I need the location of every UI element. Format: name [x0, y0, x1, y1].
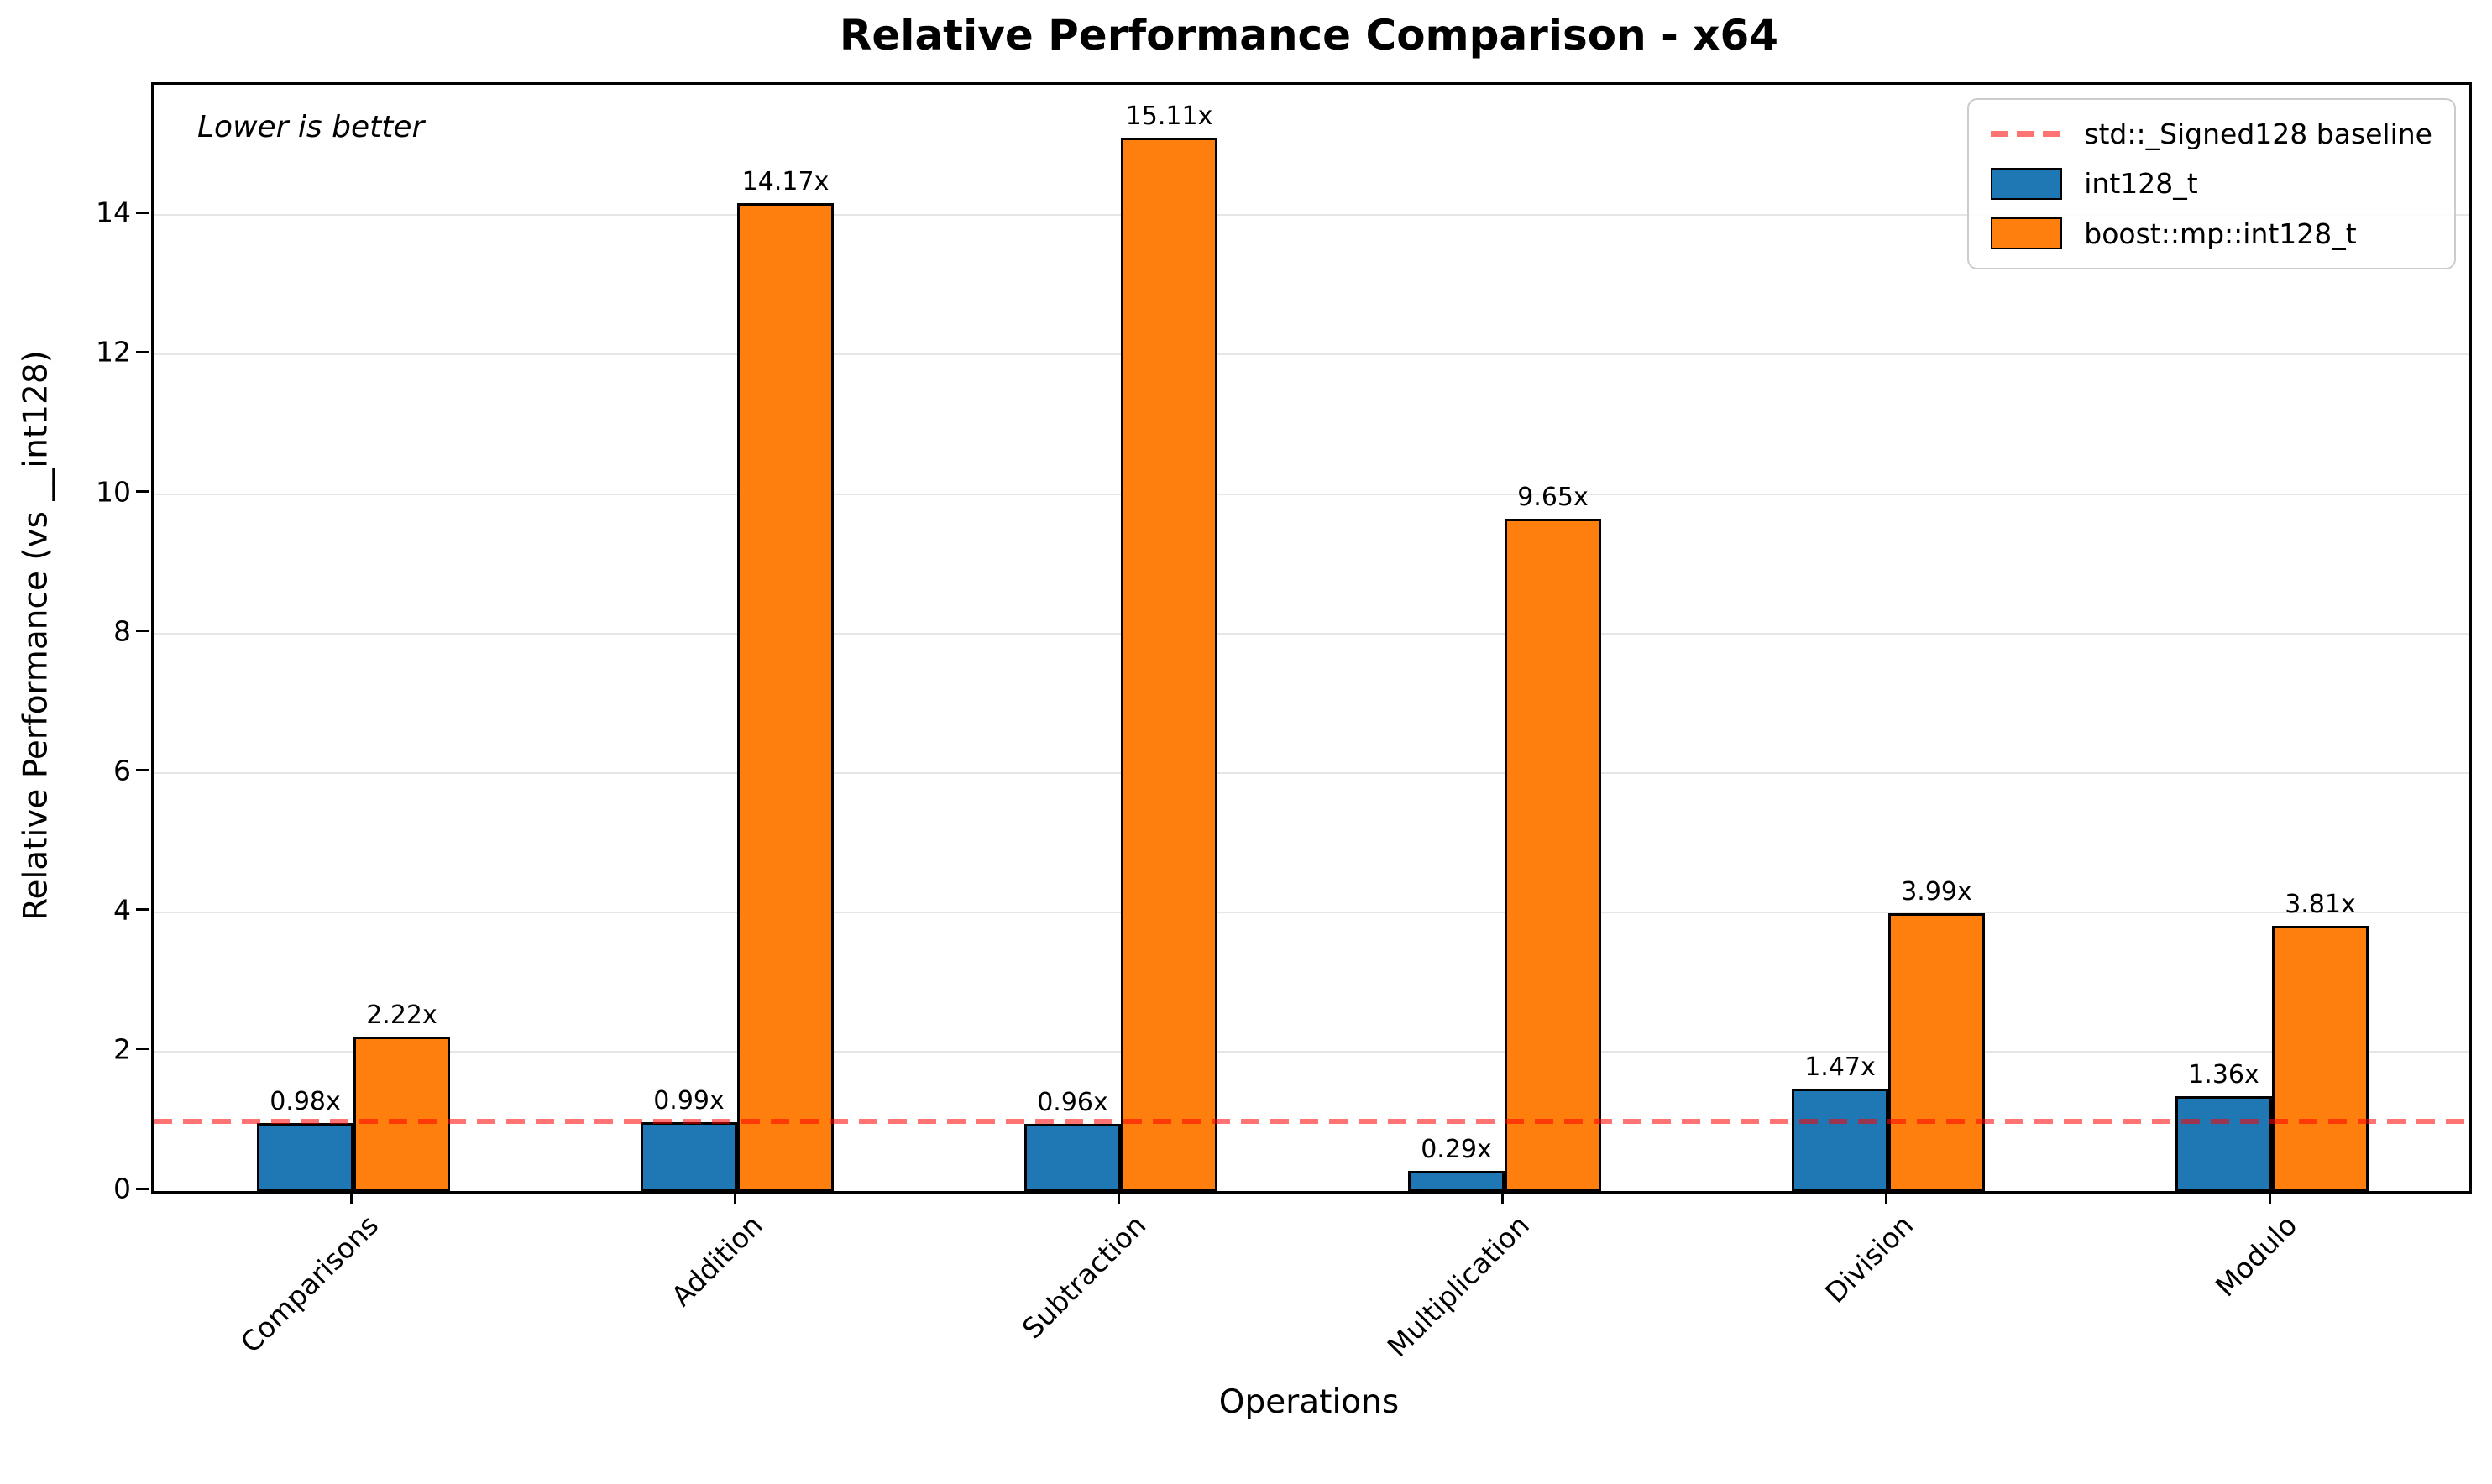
- legend-label-boost: boost::mp::int128_t: [2084, 217, 2357, 250]
- bar-int128_t-Modulo: [2175, 1096, 2272, 1191]
- baseline-dashed-line-swatch: [1991, 131, 2063, 138]
- bar-value-label: 9.65x: [1517, 482, 1589, 512]
- y-tick-label: 8: [113, 614, 131, 648]
- y-tick-label: 6: [113, 754, 131, 787]
- bar-int128_t-Multiplication: [1408, 1170, 1505, 1191]
- bar-boost::mp::int128_t-Division: [1888, 912, 1985, 1191]
- bar-value-label: 2.22x: [366, 1000, 437, 1030]
- y-tick-mark: [136, 490, 149, 493]
- boost-color-swatch: [1991, 217, 2063, 250]
- legend-row-baseline: std::_Signed128 baseline: [1991, 117, 2432, 151]
- bar-int128_t-Addition: [641, 1121, 737, 1191]
- legend-row-boost: boost::mp::int128_t: [1991, 217, 2432, 251]
- lower-is-better-annotation: Lower is better: [197, 110, 425, 144]
- bar-boost::mp::int128_t-Addition: [737, 203, 834, 1191]
- legend-row-int128: int128_t: [1991, 166, 2432, 201]
- bar-boost::mp::int128_t-Subtraction: [1121, 138, 1217, 1191]
- gridline: [154, 1050, 2469, 1053]
- gridline: [154, 493, 2469, 495]
- x-axis-title: Operations: [1218, 1383, 1400, 1421]
- y-tick-label: 12: [96, 335, 131, 368]
- gridline: [154, 632, 2469, 635]
- bar-int128_t-Comparisons: [257, 1122, 353, 1191]
- x-tick-label-Comparisons: Comparisons: [234, 1208, 385, 1360]
- bar-value-label: 14.17x: [741, 167, 830, 197]
- gridline: [154, 214, 2469, 217]
- y-tick-label: 0: [113, 1172, 131, 1205]
- x-tick-label-Division: Division: [1819, 1208, 1920, 1309]
- bar-value-label: 15.11x: [1125, 102, 1213, 132]
- bar-boost::mp::int128_t-Modulo: [2272, 925, 2369, 1191]
- plot-area: 0.98x 0.99x 0.96x 0.29x 1.47x 1.36x 2.22x 14.17…: [151, 82, 2472, 1194]
- baseline-dashed-line: [154, 1118, 2469, 1124]
- bar-value-label: 1.47x: [1804, 1052, 1876, 1082]
- y-axis-title: Relative Performance (vs __int128): [17, 350, 55, 921]
- y-tick-label: 2: [113, 1032, 131, 1066]
- bar-value-label: 0.99x: [653, 1085, 725, 1116]
- x-tick-label-Modulo: Modulo: [2209, 1208, 2304, 1304]
- y-tick-label: 10: [96, 475, 131, 508]
- legend-label-int128: int128_t: [2084, 167, 2198, 201]
- y-tick-mark: [136, 1048, 149, 1051]
- bar-boost::mp::int128_t-Comparisons: [353, 1036, 450, 1191]
- legend-label-baseline: std::_Signed128 baseline: [2084, 118, 2432, 150]
- x-tick-label-Addition: Addition: [664, 1208, 769, 1313]
- y-tick-mark: [136, 1187, 149, 1190]
- bar-value-label: 0.29x: [1421, 1134, 1492, 1164]
- y-tick-mark: [136, 769, 149, 772]
- bar-boost::mp::int128_t-Multiplication: [1505, 518, 1601, 1191]
- bar-value-label: 1.36x: [2188, 1060, 2259, 1090]
- x-tick-label-Multiplication: Multiplication: [1381, 1208, 1537, 1364]
- gridline: [154, 353, 2469, 356]
- y-tick-mark: [136, 350, 149, 353]
- y-tick-mark: [136, 211, 149, 214]
- gridline: [154, 771, 2469, 774]
- bar-value-label: 0.96x: [1037, 1088, 1108, 1118]
- bar-int128_t-Subtraction: [1024, 1124, 1121, 1191]
- bar-value-label: 3.81x: [2285, 889, 2356, 919]
- int128-color-swatch: [1991, 167, 2063, 200]
- legend: std::_Signed128 baseline int128_t boost:…: [1967, 98, 2456, 269]
- y-tick-mark: [136, 630, 149, 633]
- chart-title: Relative Performance Comparison - x64: [839, 11, 1779, 60]
- gridline: [154, 911, 2469, 913]
- bar-value-label: 3.99x: [1901, 876, 1972, 907]
- y-tick-mark: [136, 908, 149, 912]
- y-tick-label: 14: [96, 196, 131, 229]
- bar-value-label: 0.98x: [270, 1086, 341, 1116]
- y-tick-label: 4: [113, 893, 131, 927]
- x-tick-label-Subtraction: Subtraction: [1015, 1208, 1153, 1346]
- bar-int128_t-Division: [1792, 1088, 1888, 1191]
